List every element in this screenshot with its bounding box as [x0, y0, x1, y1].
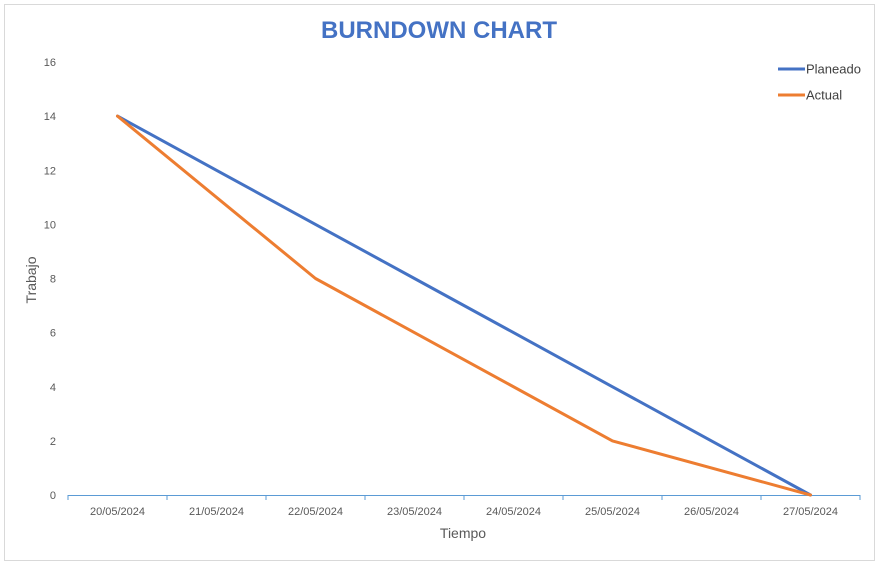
y-tick-label: 10	[44, 219, 56, 231]
y-axis-ticks: 0 2 4 6 8 10 12 14 16	[44, 57, 56, 502]
x-axis	[67, 495, 861, 500]
plot-series	[116, 114, 812, 497]
legend-label-actual: Actual	[806, 88, 842, 103]
legend-label-planeado: Planeado	[806, 62, 861, 77]
y-tick-label: 6	[50, 328, 56, 340]
y-tick-label: 12	[44, 165, 56, 177]
y-tick-label: 8	[50, 274, 56, 286]
x-axis-title: Tiempo	[440, 525, 486, 541]
x-tick-label: 27/05/2024	[783, 506, 838, 518]
x-tick-label: 24/05/2024	[486, 506, 541, 518]
y-tick-label: 16	[44, 57, 56, 69]
y-tick-label: 2	[50, 436, 56, 448]
x-tick-label: 22/05/2024	[288, 506, 343, 518]
series-line-planeado	[116, 114, 812, 497]
legend: Planeado Actual	[778, 62, 861, 103]
x-axis-ticks: 20/05/2024 21/05/2024 22/05/2024 23/05/2024…	[90, 506, 838, 518]
x-tick-label: 25/05/2024	[585, 506, 640, 518]
y-tick-label: 14	[44, 111, 56, 123]
x-tick-label: 20/05/2024	[90, 506, 145, 518]
chart-area	[4, 4, 875, 561]
y-tick-label: 0	[50, 490, 56, 502]
x-tick-label: 21/05/2024	[189, 506, 244, 518]
series-line-actual	[116, 114, 812, 497]
x-tick-label: 23/05/2024	[387, 506, 442, 518]
x-tick-label: 26/05/2024	[684, 506, 739, 518]
y-tick-label: 4	[50, 382, 56, 394]
chart-title: BURNDOWN CHART	[321, 17, 557, 44]
y-axis-title: Trabajo	[23, 256, 39, 303]
